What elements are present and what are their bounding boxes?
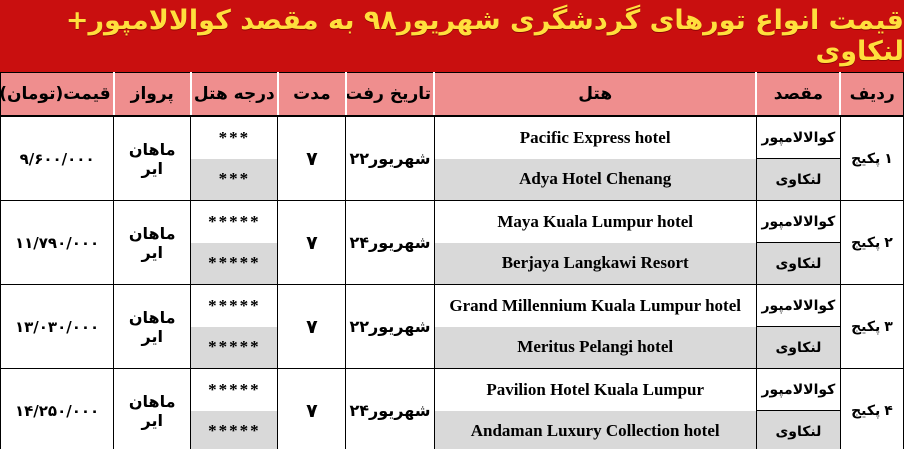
date-day: ۲۴ bbox=[349, 401, 369, 420]
col-header-duration: مدت bbox=[276, 72, 346, 117]
hotel-grade-cell: *** bbox=[190, 115, 279, 159]
hotel-cell: Berjaya Langkawi Resort bbox=[433, 242, 757, 285]
col-header-hotel-grade: درجه هتل bbox=[189, 72, 278, 117]
duration-cell: ۷ bbox=[277, 115, 347, 201]
col-header-flight: پرواز bbox=[112, 72, 191, 117]
col-header-departure-date: تاریخ رفت bbox=[344, 72, 435, 117]
date-day: ۲۲ bbox=[349, 149, 369, 168]
package-number: ۲ bbox=[884, 234, 893, 251]
hotel-grade-cell: ***** bbox=[190, 410, 279, 449]
package-word: پکیج bbox=[851, 402, 881, 419]
hotel-cell: Pavilion Hotel Kuala Lumpur bbox=[433, 368, 757, 411]
duration-cell: ۷ bbox=[277, 200, 347, 285]
departure-date-cell: ۲۴ شهریور bbox=[345, 200, 435, 285]
hotel-grade-cell: ***** bbox=[190, 284, 279, 327]
table-row: پکیج ۳ کوالالامپور Grand Millennium Kuala… bbox=[0, 284, 904, 369]
departure-date-cell: ۲۴ شهریور bbox=[345, 368, 435, 449]
package-word: پکیج bbox=[851, 150, 881, 167]
header-row: ردیف مقصد هتل تاریخ رفت مدت درجه هتل پرو… bbox=[0, 72, 904, 117]
table-row: پکیج ۲ کوالالامپور Maya Kuala Lumpur hote… bbox=[0, 200, 904, 285]
destination-cell: کوالالامپور bbox=[755, 368, 841, 411]
table-row: لنکاوی Meritus Pelangi hotel ***** bbox=[1, 326, 904, 369]
destination-cell: لنکاوی bbox=[755, 326, 841, 369]
price-cell: ۱۱/۷۹۰/۰۰۰ bbox=[0, 200, 115, 285]
col-header-row-index: ردیف bbox=[839, 72, 904, 117]
destination-cell: کوالالامپور bbox=[755, 115, 841, 159]
package-label-cell: پکیج ۳ bbox=[839, 284, 904, 369]
table-row: لنکاوی Berjaya Langkawi Resort ***** bbox=[1, 242, 904, 285]
destination-cell: لنکاوی bbox=[755, 158, 841, 201]
package-word: پکیج bbox=[851, 234, 881, 251]
package-number: ۴ bbox=[884, 402, 893, 419]
date-month: شهریور bbox=[368, 233, 431, 252]
table-row: لنکاوی Andaman Luxury Collection hotel *… bbox=[1, 410, 904, 449]
hotel-cell: Pacific Express hotel bbox=[433, 115, 757, 159]
price-cell: ۱۴/۲۵۰/۰۰۰ bbox=[0, 368, 115, 449]
package-label-cell: پکیج ۱ bbox=[839, 115, 904, 201]
price-table: ردیف مقصد هتل تاریخ رفت مدت درجه هتل پرو… bbox=[0, 72, 904, 449]
price-cell: ۱۳/۰۳۰/۰۰۰ bbox=[0, 284, 115, 369]
hotel-cell: Adya Hotel Chenang bbox=[433, 158, 757, 201]
package-label-cell: پکیج ۴ bbox=[839, 368, 904, 449]
package-number: ۱ bbox=[884, 150, 893, 167]
package-label-cell: پکیج ۲ bbox=[839, 200, 904, 285]
col-header-destination: مقصد bbox=[755, 72, 841, 117]
table-row: پکیج ۴ کوالالامپور Pavilion Hotel Kuala L… bbox=[0, 368, 904, 449]
page-title: قیمت انواع تورهای گردشگری شهریور۹۸ به مق… bbox=[65, 5, 904, 67]
table-row: لنکاوی Adya Hotel Chenang *** bbox=[1, 158, 904, 201]
departure-date-cell: ۲۲ شهریور bbox=[345, 284, 435, 369]
date-day: ۲۲ bbox=[349, 317, 369, 336]
date-month: شهریور bbox=[368, 401, 431, 420]
duration-cell: ۷ bbox=[277, 368, 347, 449]
destination-cell: لنکاوی bbox=[755, 410, 841, 449]
hotel-cell: Andaman Luxury Collection hotel bbox=[433, 410, 757, 449]
table-row: پکیج ۱ کوالالامپور Pacific Express hotel … bbox=[0, 115, 904, 201]
hotel-grade-cell: ***** bbox=[190, 326, 279, 369]
price-cell: ۹/۶۰۰/۰۰۰ bbox=[0, 115, 115, 201]
hotel-grade-cell: ***** bbox=[190, 368, 279, 411]
date-month: شهریور bbox=[368, 317, 431, 336]
package-word: پکیج bbox=[851, 318, 881, 335]
hotel-cell: Grand Millennium Kuala Lumpur hotel bbox=[433, 284, 757, 327]
hotel-cell: Maya Kuala Lumpur hotel bbox=[433, 200, 757, 243]
airline-cell: ماهان ایر bbox=[113, 115, 192, 201]
col-header-hotel: هتل bbox=[433, 72, 757, 117]
date-day: ۲۴ bbox=[349, 233, 369, 252]
hotel-grade-cell: *** bbox=[190, 158, 279, 201]
hotel-grade-cell: ***** bbox=[190, 242, 279, 285]
destination-cell: لنکاوی bbox=[755, 242, 841, 285]
airline-cell: ماهان ایر bbox=[113, 284, 192, 369]
title-bar: قیمت انواع تورهای گردشگری شهریور۹۸ به مق… bbox=[0, 0, 904, 72]
airline-cell: ماهان ایر bbox=[113, 200, 192, 285]
date-month: شهریور bbox=[368, 149, 431, 168]
hotel-grade-cell: ***** bbox=[190, 200, 279, 243]
duration-cell: ۷ bbox=[277, 284, 347, 369]
col-header-price: قیمت(تومان) bbox=[0, 72, 114, 117]
destination-cell: کوالالامپور bbox=[755, 284, 841, 327]
package-number: ۳ bbox=[884, 318, 893, 335]
airline-cell: ماهان ایر bbox=[113, 368, 192, 449]
departure-date-cell: ۲۲ شهریور bbox=[345, 115, 435, 201]
destination-cell: کوالالامپور bbox=[755, 200, 841, 243]
hotel-cell: Meritus Pelangi hotel bbox=[433, 326, 757, 369]
